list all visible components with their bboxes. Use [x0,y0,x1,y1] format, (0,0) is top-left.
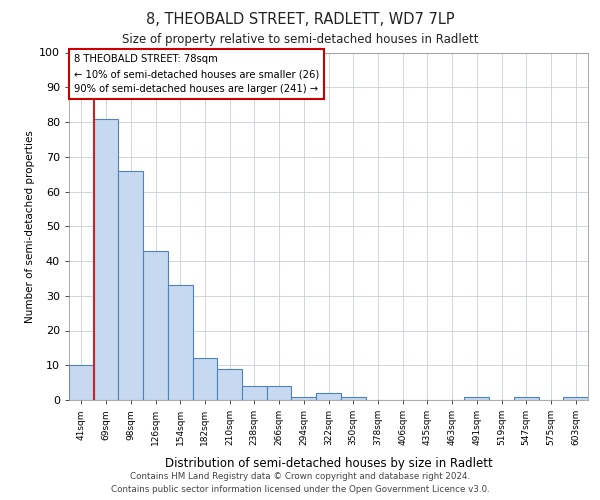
Bar [193,358,217,400]
Bar [341,396,365,400]
Bar [267,386,292,400]
Bar [143,250,168,400]
Bar [217,368,242,400]
Text: 8, THEOBALD STREET, RADLETT, WD7 7LP: 8, THEOBALD STREET, RADLETT, WD7 7LP [146,12,454,28]
Bar [464,396,489,400]
Text: 8 THEOBALD STREET: 78sqm
← 10% of semi-detached houses are smaller (26)
90% of s: 8 THEOBALD STREET: 78sqm ← 10% of semi-d… [74,54,319,94]
Bar [118,170,143,400]
Bar [563,396,588,400]
Bar [242,386,267,400]
Text: Size of property relative to semi-detached houses in Radlett: Size of property relative to semi-detach… [122,32,478,46]
Bar [94,118,118,400]
Text: Contains HM Land Registry data © Crown copyright and database right 2024.
Contai: Contains HM Land Registry data © Crown c… [110,472,490,494]
Bar [69,365,94,400]
Bar [292,396,316,400]
Bar [514,396,539,400]
Bar [168,286,193,400]
Bar [316,393,341,400]
Y-axis label: Number of semi-detached properties: Number of semi-detached properties [25,130,35,322]
X-axis label: Distribution of semi-detached houses by size in Radlett: Distribution of semi-detached houses by … [164,456,493,469]
